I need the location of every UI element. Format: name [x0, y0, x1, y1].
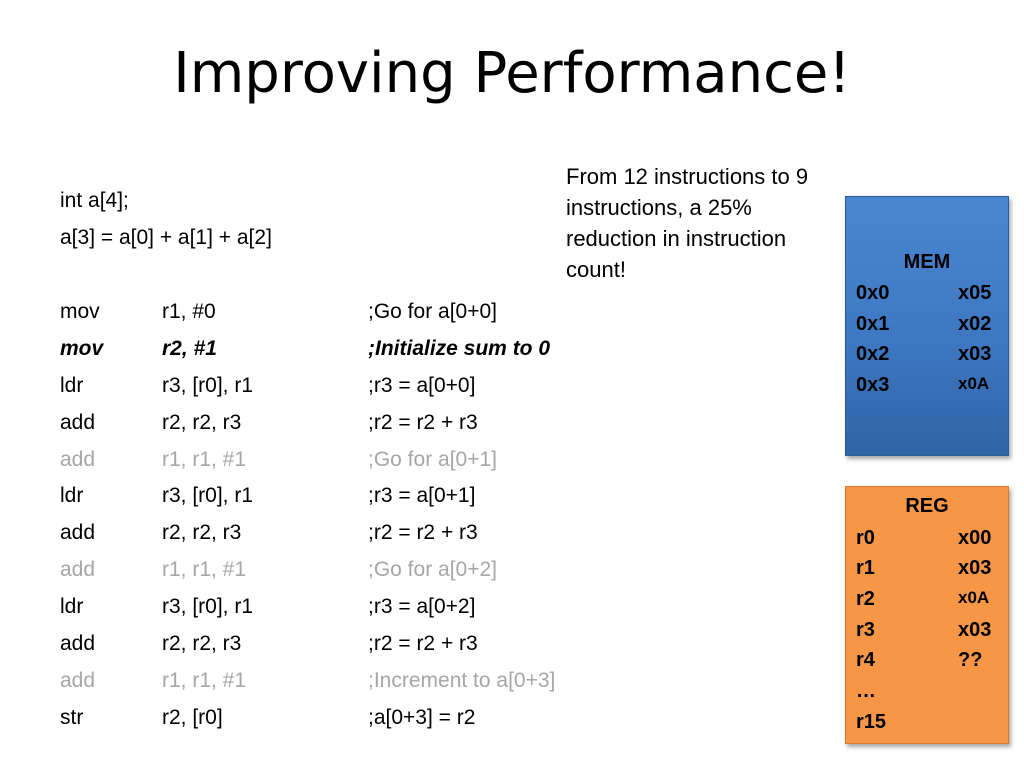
code-comment: ;r2 = r2 + r3 — [368, 521, 478, 545]
register-value: x0A — [958, 588, 990, 607]
code-line: mov r1, #0 ;Go for a[0+0] — [60, 294, 600, 331]
code-opcode: add — [60, 521, 96, 545]
register-box-title: REG — [905, 495, 949, 517]
code-line: add r2, r2, r3 ;r2 = r2 + r3 — [60, 405, 600, 442]
code-operands: r1, r1, #1 — [162, 447, 247, 471]
code-line: add r2, r2, r3 ;r2 = r2 + r3 — [60, 515, 600, 552]
code-opcode: add — [60, 447, 96, 471]
register-name: r3 — [856, 619, 875, 641]
register-box: REG r0 x00 r1 x03 r2 x0A r3 x03 r4 ?? … … — [845, 486, 1009, 744]
code-line: str r2, [r0] ;a[0+3] = r2 — [60, 700, 600, 737]
code-comment: ;r2 = r2 + r3 — [368, 410, 478, 434]
code-header-expression: a[3] = a[0] + a[1] + a[2] — [60, 226, 272, 249]
code-operands: r3, [r0], r1 — [162, 484, 254, 508]
register-row: r0 x00 — [856, 527, 1006, 557]
code-opcode: add — [60, 410, 96, 434]
code-operands: r1, #0 — [162, 300, 216, 323]
memory-value: x03 — [958, 343, 992, 365]
memory-value: x0A — [958, 374, 990, 393]
code-operands: r1, r1, #1 — [162, 558, 247, 582]
code-comment: ;r3 = a[0+0] — [368, 373, 476, 397]
code-opcode: mov — [60, 336, 104, 360]
memory-address: 0x3 — [856, 374, 890, 396]
register-row: r2 x0A — [856, 588, 1006, 618]
memory-value: x02 — [958, 313, 992, 335]
code-opcode: add — [60, 668, 96, 692]
code-operands: r2, #1 — [162, 336, 217, 360]
code-comment: ;Go for a[0+1] — [368, 447, 497, 471]
code-operands: r3, [r0], r1 — [162, 373, 254, 397]
code-opcode: ldr — [60, 595, 84, 619]
register-name: r2 — [856, 588, 875, 610]
performance-note: From 12 instructions to 9 instructions, … — [566, 164, 809, 282]
memory-address: 0x1 — [856, 313, 890, 335]
code-line: add r2, r2, r3 ;r2 = r2 + r3 — [60, 626, 600, 663]
code-operands: r2, r2, r3 — [162, 410, 242, 434]
code-opcode: add — [60, 632, 96, 656]
register-row: … — [856, 680, 1006, 710]
code-header-declaration: int a[4]; — [60, 189, 129, 212]
code-comment: ;r3 = a[0+1] — [368, 484, 476, 508]
memory-box: MEM 0x0 x05 0x1 x02 0x2 x03 0x3 x0A — [845, 196, 1009, 456]
code-opcode: str — [60, 705, 84, 729]
memory-row: 0x0 x05 — [856, 282, 1006, 312]
register-name: … — [856, 680, 876, 702]
code-comment: ;r3 = a[0+2] — [368, 595, 476, 619]
register-value: x00 — [958, 527, 992, 549]
code-line: add r1, r1, #1 ;Go for a[0+1] — [60, 442, 600, 479]
code-opcode: mov — [60, 300, 100, 323]
code-line: ldr r3, [r0], r1 ;r3 = a[0+0] — [60, 368, 600, 405]
memory-address: 0x0 — [856, 282, 890, 304]
memory-address: 0x2 — [856, 343, 890, 365]
code-comment: ;Go for a[0+0] — [368, 300, 497, 323]
register-name: r15 — [856, 711, 887, 733]
memory-row: 0x2 x03 — [856, 343, 1006, 373]
code-line: mov r2, #1 ;Initialize sum to 0 — [60, 331, 600, 368]
memory-box-title: MEM — [903, 251, 951, 273]
code-line: ldr r3, [r0], r1 ;r3 = a[0+1] — [60, 478, 600, 515]
code-opcode: ldr — [60, 484, 84, 508]
code-operands: r2, [r0] — [162, 705, 223, 729]
code-comment: ;Initialize sum to 0 — [368, 336, 551, 360]
assembly-code-block: mov r1, #0 ;Go for a[0+0] mov r2, #1 ;Initial… — [60, 294, 600, 737]
code-line: ldr r3, [r0], r1 ;r3 = a[0+2] — [60, 589, 600, 626]
code-operands: r2, r2, r3 — [162, 632, 242, 656]
register-value: x03 — [958, 619, 992, 641]
code-comment: ;a[0+3] = r2 — [368, 705, 476, 729]
memory-row: 0x3 x0A — [856, 374, 1006, 404]
code-opcode: add — [60, 558, 96, 582]
code-opcode: ldr — [60, 373, 84, 397]
code-line: add r1, r1, #1 ;Go for a[0+2] — [60, 552, 600, 589]
code-operands: r3, [r0], r1 — [162, 595, 254, 619]
code-line: add r1, r1, #1 ;Increment to a[0+3] — [60, 663, 600, 700]
slide-title: Improving Performance! — [173, 41, 851, 106]
code-comment: ;Go for a[0+2] — [368, 558, 497, 582]
code-comment: ;r2 = r2 + r3 — [368, 632, 478, 656]
code-operands: r1, r1, #1 — [162, 668, 247, 692]
register-name: r4 — [856, 649, 875, 671]
register-row: r1 x03 — [856, 557, 1006, 587]
register-value: ?? — [958, 649, 983, 671]
memory-row: 0x1 x02 — [856, 313, 1006, 343]
memory-value: x05 — [958, 282, 992, 304]
code-comment: ;Increment to a[0+3] — [368, 668, 556, 692]
code-operands: r2, r2, r3 — [162, 521, 242, 545]
register-value: x03 — [958, 557, 992, 579]
register-row: r4 ?? — [856, 649, 1006, 679]
register-name: r1 — [856, 557, 875, 579]
register-name: r0 — [856, 527, 875, 549]
register-row: r15 — [856, 711, 1006, 741]
register-row: r3 x03 — [856, 619, 1006, 649]
